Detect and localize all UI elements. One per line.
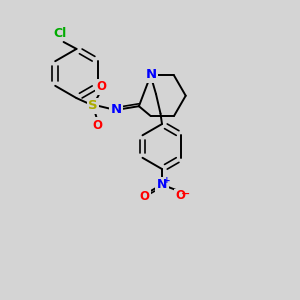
- Text: O: O: [140, 190, 150, 202]
- Text: −: −: [181, 189, 191, 199]
- Text: O: O: [92, 118, 103, 132]
- Text: N: N: [157, 178, 167, 191]
- Text: N: N: [146, 68, 157, 81]
- Text: O: O: [96, 80, 106, 94]
- Text: N: N: [111, 103, 122, 116]
- Text: O: O: [175, 189, 185, 202]
- Text: S: S: [88, 99, 98, 112]
- Text: Cl: Cl: [53, 26, 67, 40]
- Text: +: +: [163, 176, 171, 184]
